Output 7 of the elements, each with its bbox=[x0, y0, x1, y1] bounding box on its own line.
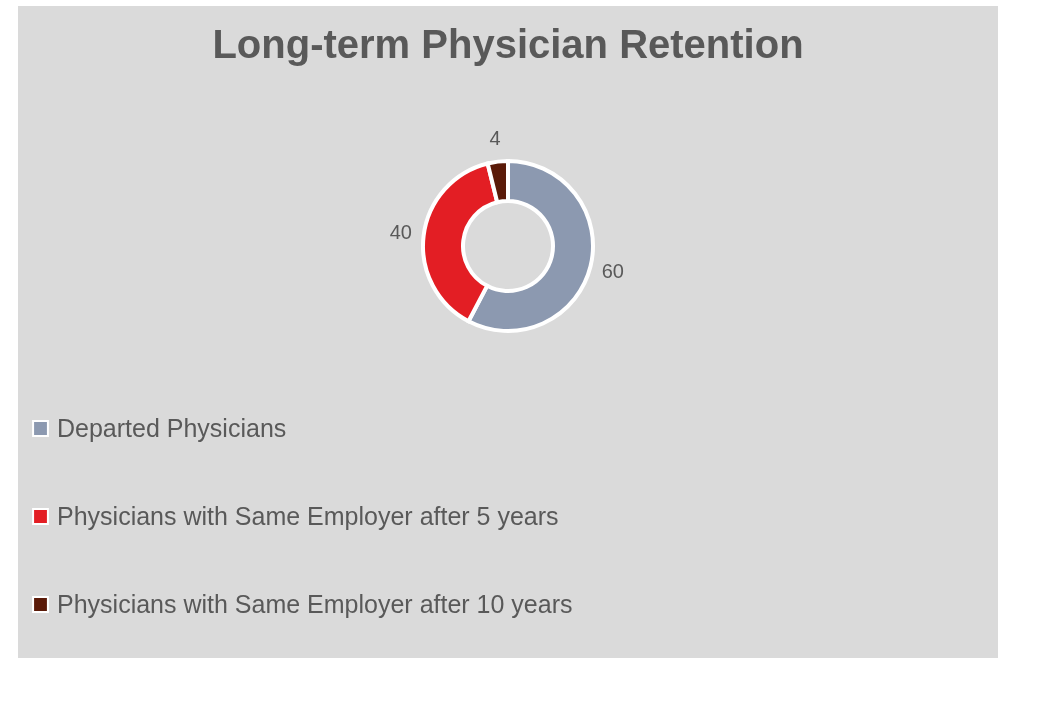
legend-label: Departed Physicians bbox=[57, 413, 287, 442]
data-label: 4 bbox=[489, 126, 501, 149]
data-label: 40 bbox=[389, 220, 412, 243]
chart-title: Long-term Physician Retention bbox=[212, 22, 804, 66]
legend-label: Physicians with Same Employer after 10 years bbox=[57, 589, 573, 618]
data-label: 60 bbox=[601, 259, 624, 282]
legend-label: Physicians with Same Employer after 5 years bbox=[57, 501, 559, 530]
